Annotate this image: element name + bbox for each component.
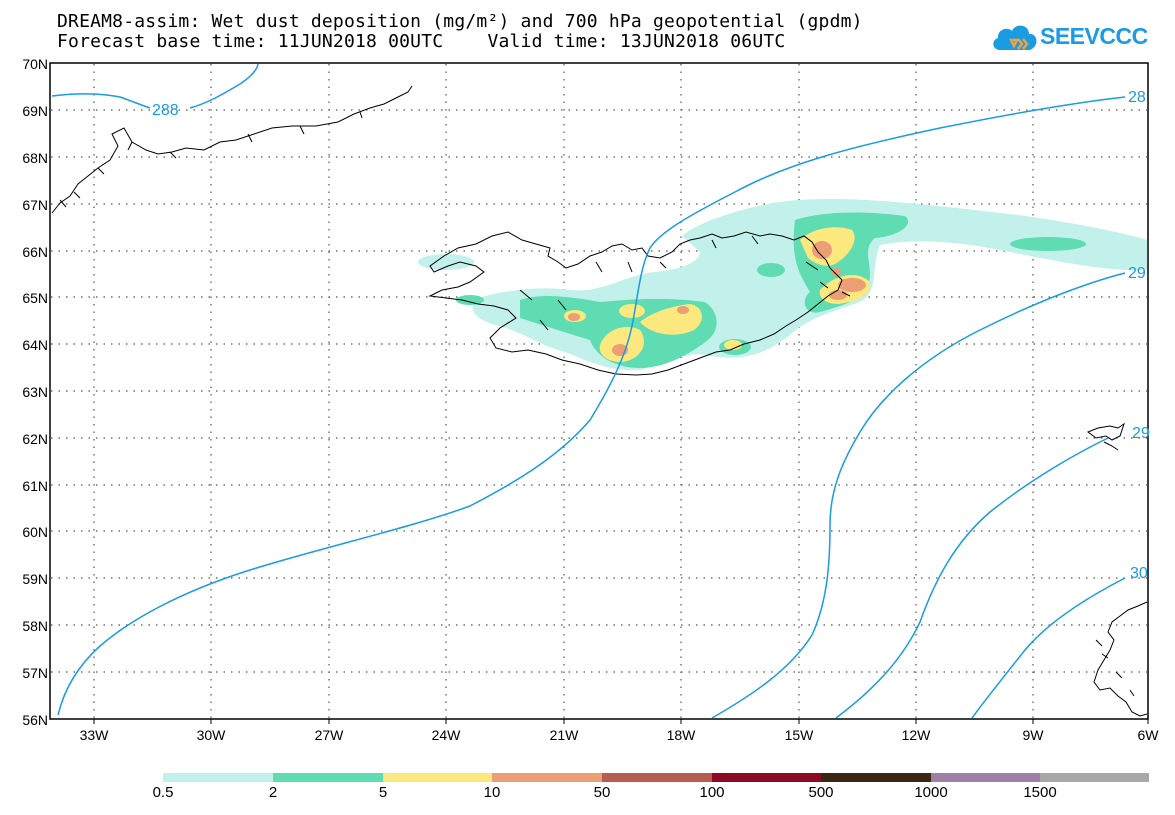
- seevccc-logo: SEEVCCC: [990, 18, 1148, 56]
- colorbar-label: 0.5: [152, 784, 174, 801]
- colorbar-label: 100: [699, 784, 725, 801]
- latitude-label: 68N: [22, 150, 48, 166]
- longitude-label: 18W: [666, 727, 696, 743]
- coastlines: [51, 85, 1148, 717]
- contour-label: 29: [1128, 265, 1146, 282]
- contour-label: 30: [1130, 565, 1148, 582]
- latitude-label: 63N: [22, 384, 48, 400]
- contour-label-group: 288 28 29 29 30: [152, 89, 1150, 582]
- latitude-label: 70N: [22, 56, 48, 72]
- colorbar-swatch: [273, 773, 383, 782]
- colorbar-label: 10: [483, 784, 501, 801]
- latitude-label: 56N: [22, 712, 48, 728]
- contour-label: 288: [152, 102, 179, 119]
- contour-label: 29: [1132, 425, 1150, 442]
- longitude-label: 9W: [1022, 727, 1044, 743]
- map-subtitle: Forecast base time: 11JUN2018 00UTC Vali…: [57, 31, 786, 52]
- colorbar-swatch: [163, 773, 273, 782]
- longitude-label: 24W: [431, 727, 461, 743]
- latitude-label: 61N: [22, 478, 48, 494]
- geopotential-contours: [51, 63, 1126, 719]
- latitude-label: 65N: [22, 290, 48, 306]
- latitude-label: 64N: [22, 337, 48, 353]
- colorbar-swatch: [602, 773, 712, 782]
- map-title: DREAM8-assim: Wet dust deposition (mg/m²…: [57, 11, 863, 32]
- latitude-label: 67N: [22, 197, 48, 213]
- colorbar-swatch: [383, 773, 492, 782]
- colorbar-swatch: [1040, 773, 1149, 782]
- longitude-label: 21W: [549, 727, 579, 743]
- longitude-label: 27W: [314, 727, 344, 743]
- colorbar: [163, 773, 1149, 782]
- latitude-label: 69N: [22, 103, 48, 119]
- cloud-icon: [993, 25, 1037, 50]
- colorbar-label: 1000: [914, 784, 948, 801]
- colorbar-label: 5: [378, 784, 388, 801]
- colorbar-swatch: [712, 773, 821, 782]
- longitude-label: 15W: [784, 727, 814, 743]
- latitude-label: 66N: [22, 244, 48, 260]
- colorbar-swatch: [492, 773, 602, 782]
- axis-ticks: [93, 719, 1149, 724]
- colorbar-swatch: [931, 773, 1040, 782]
- longitude-label: 30W: [196, 727, 226, 743]
- latitude-label: 62N: [22, 431, 48, 447]
- latitude-label: 57N: [22, 665, 48, 681]
- dust-deposition-field: [418, 199, 1147, 371]
- longitude-label: 12W: [901, 727, 931, 743]
- latitude-label: 58N: [22, 618, 48, 634]
- contour-label: 28: [1128, 89, 1146, 106]
- colorbar-swatch: [821, 773, 931, 782]
- longitude-label: 33W: [79, 727, 109, 743]
- longitude-label: 6W: [1137, 727, 1159, 743]
- latitude-label: 59N: [22, 571, 48, 587]
- latitude-label: 60N: [22, 524, 48, 540]
- colorbar-label: 1500: [1023, 784, 1057, 801]
- colorbar-label: 2: [268, 784, 278, 801]
- colorbar-label: 500: [808, 784, 834, 801]
- colorbar-label: 50: [593, 784, 611, 801]
- logo-text: SEEVCCC: [1040, 23, 1148, 49]
